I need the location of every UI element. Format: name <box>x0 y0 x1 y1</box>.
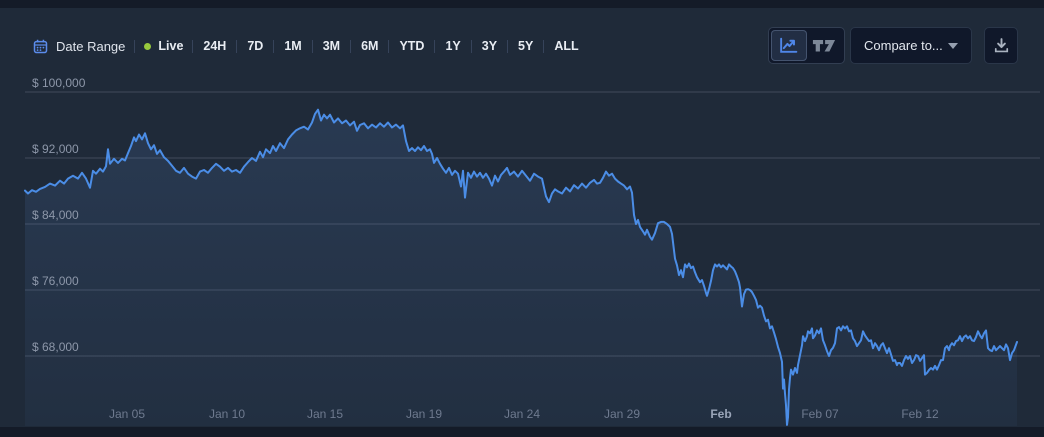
x-axis-label: Jan 15 <box>306 407 344 421</box>
price-area-fill <box>25 109 1017 426</box>
range-button-5y[interactable]: 5Y <box>508 33 543 59</box>
range-button-1y[interactable]: 1Y <box>435 33 470 59</box>
date-range-button[interactable]: Date Range <box>24 33 134 59</box>
calendar-icon <box>33 39 48 54</box>
price-line <box>24 108 1018 426</box>
toolbar-divider <box>434 39 436 53</box>
line-chart-icon <box>778 36 799 55</box>
y-axis-label: $ 100,000 <box>32 76 86 90</box>
x-axis-label: Feb 07 <box>801 407 839 421</box>
range-button-24h[interactable]: 24H <box>193 33 236 59</box>
toolbar-divider <box>192 39 194 53</box>
range-button-6m[interactable]: 6M <box>351 33 388 59</box>
toolbar-divider <box>350 39 352 53</box>
toolbar-divider <box>388 39 390 53</box>
toolbar-divider <box>470 39 472 53</box>
toolbar-left-group: Date Range Live 24H 7D 1M 3M 6M YTD 1Y 3Y 5Y ALL <box>24 26 589 66</box>
toolbar-divider <box>134 39 136 53</box>
compare-label: Compare to... <box>864 38 943 53</box>
live-label: Live <box>158 39 184 53</box>
line-chart-button[interactable] <box>771 30 807 61</box>
range-button-3y[interactable]: 3Y <box>472 33 507 59</box>
tradingview-button[interactable] <box>807 30 843 61</box>
toolbar-divider <box>507 39 509 53</box>
chevron-down-icon <box>948 42 958 49</box>
download-button[interactable] <box>984 27 1018 64</box>
x-axis-label: Jan 19 <box>405 407 443 421</box>
live-indicator[interactable]: Live <box>135 33 192 59</box>
toolbar-divider <box>273 39 275 53</box>
range-button-ytd[interactable]: YTD <box>389 33 434 59</box>
range-button-all[interactable]: ALL <box>544 33 588 59</box>
download-icon <box>993 37 1010 54</box>
x-axis-label: Jan 24 <box>503 407 541 421</box>
compare-dropdown[interactable]: Compare to... <box>850 27 972 64</box>
y-axis-label: $ 92,000 <box>32 142 79 156</box>
bottom-strip <box>0 427 1044 437</box>
top-strip <box>0 0 1044 8</box>
chart-type-toggle <box>768 27 845 64</box>
date-range-label: Date Range <box>56 38 126 54</box>
x-axis-label: Jan 05 <box>108 407 146 421</box>
live-dot-icon <box>144 42 152 50</box>
range-button-7d[interactable]: 7D <box>237 33 273 59</box>
range-button-1m[interactable]: 1M <box>274 33 311 59</box>
toolbar-divider <box>311 39 313 53</box>
y-axis-label: $ 84,000 <box>32 208 79 222</box>
toolbar-divider <box>236 39 238 53</box>
toolbar-divider <box>543 39 545 53</box>
x-axis-label: Jan 29 <box>603 407 641 421</box>
x-axis-label: Feb <box>710 407 732 421</box>
range-buttons-group: 24H 7D 1M 3M 6M YTD 1Y 3Y 5Y ALL <box>193 33 588 59</box>
x-axis-label: Feb 12 <box>901 407 939 421</box>
x-axis-label: Jan 10 <box>208 407 246 421</box>
y-axis-label: $ 68,000 <box>32 340 79 354</box>
y-axis-label: $ 76,000 <box>32 274 79 288</box>
chart-toolbar: Date Range Live 24H 7D 1M 3M 6M YTD 1Y 3Y 5Y ALL <box>0 26 1044 66</box>
range-button-3m[interactable]: 3M <box>313 33 350 59</box>
tradingview-logo-icon <box>812 37 836 54</box>
